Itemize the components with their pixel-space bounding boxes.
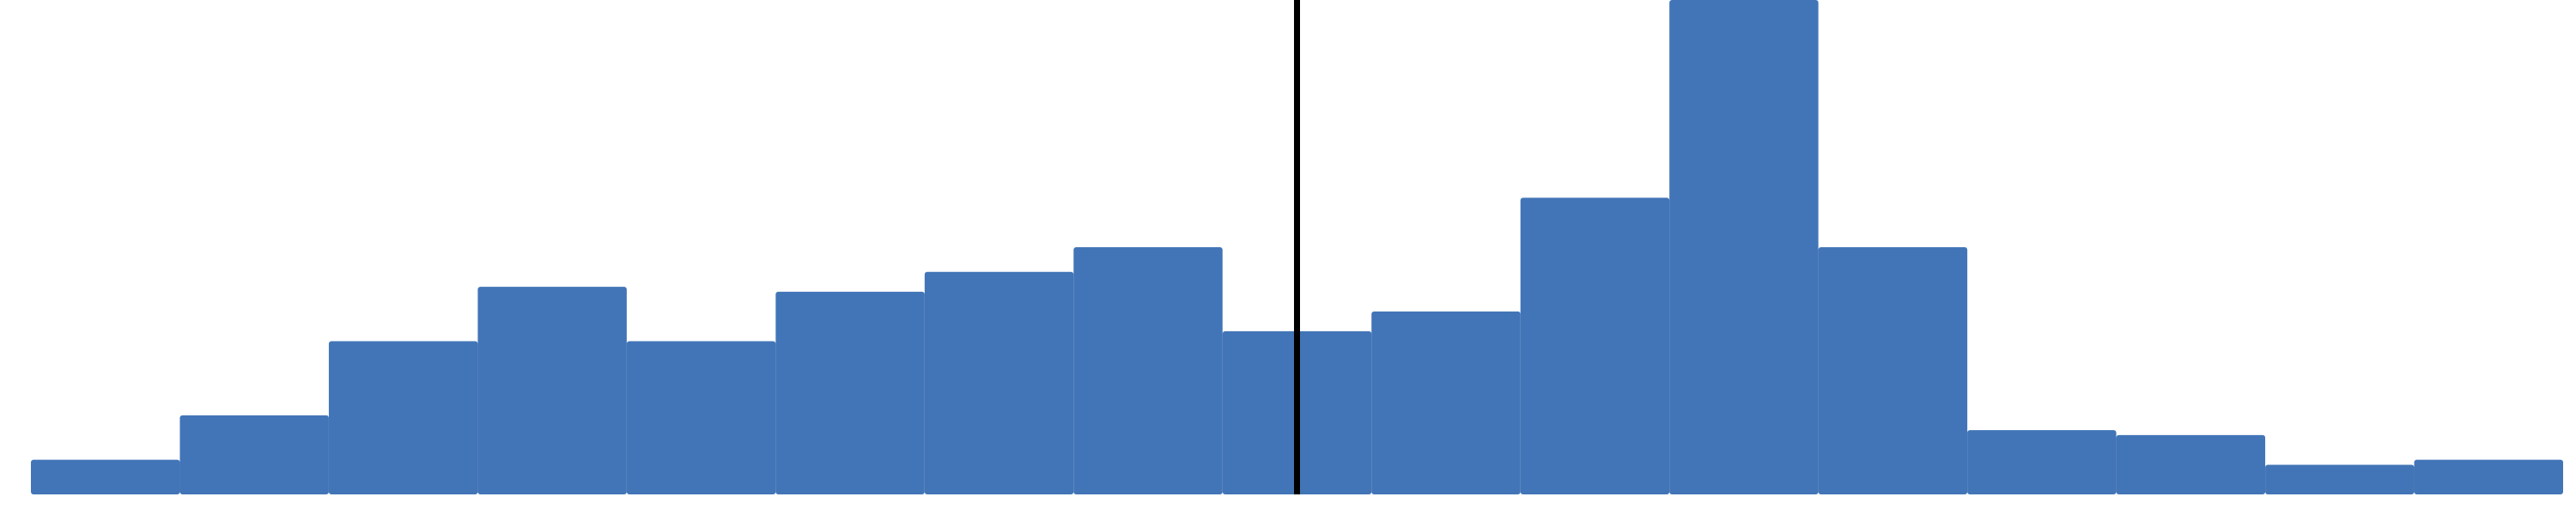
- bar: [1669, 0, 1819, 494]
- bar: [1967, 430, 2117, 494]
- bar: [924, 271, 1074, 494]
- bar: [31, 459, 180, 494]
- bar: [1520, 197, 1670, 494]
- bar: [179, 415, 329, 494]
- bar: [775, 291, 925, 494]
- bar: [2414, 459, 2563, 494]
- bar: [1818, 247, 1968, 494]
- bar: [1073, 247, 1223, 494]
- bar: [626, 341, 776, 494]
- bar: [1371, 311, 1521, 494]
- bar: [2116, 434, 2266, 494]
- bar: [477, 287, 627, 494]
- bar: [328, 341, 478, 494]
- bar: [2265, 464, 2415, 494]
